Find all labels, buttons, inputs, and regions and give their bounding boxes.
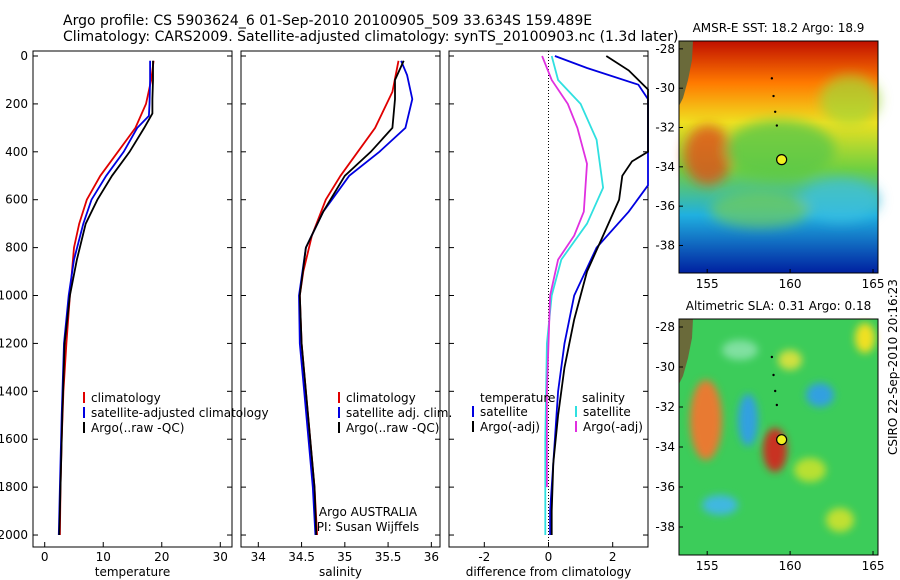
depth-tick-label: 800 <box>5 241 28 255</box>
difference-series-line-3 <box>541 55 588 488</box>
salinity-xlabel: salinity <box>319 565 362 579</box>
sst-track-dot <box>770 77 774 80</box>
temperature-xtick-label: 10 <box>96 550 111 564</box>
depth-tick-label: 1800 <box>0 480 28 494</box>
salinity-series-line-0 <box>298 60 400 536</box>
argo-annotation: Argo AUSTRALIA <box>319 505 418 519</box>
sst-map <box>678 40 880 274</box>
diff-legend-salinity-swatch <box>575 421 577 432</box>
temperature-legend-entry: Argo(..raw -QC) <box>91 421 184 435</box>
depth-tick-label: 200 <box>5 97 28 111</box>
depth-tick-label: 1600 <box>0 432 28 446</box>
sst-track-dot <box>772 94 775 98</box>
salinity-xtick-label: 34 <box>251 550 266 564</box>
temperature-xlabel: temperature <box>95 565 170 579</box>
sst-xtick-label: 165 <box>862 277 885 291</box>
diff-legend-temperature-swatch <box>472 406 474 417</box>
difference-xlabel: difference from climatology <box>466 565 632 579</box>
salinity-legend-entry: climatology <box>346 391 416 405</box>
diff-legend-temperature-entry: satellite <box>480 405 528 419</box>
diff-legend-salinity-entry: Argo(-adj) <box>583 420 643 434</box>
temperature-legend-entry: satellite-adjusted climatology <box>91 406 269 420</box>
salinity-legend-swatch <box>338 407 340 418</box>
salinity-series-line-2 <box>298 60 405 536</box>
temperature-series-line-2 <box>58 60 154 536</box>
salinity-series-line-1 <box>298 60 414 536</box>
sst-ytick-label: -28 <box>655 42 675 56</box>
sla-ytick-label: -34 <box>655 440 675 454</box>
temperature-legend-entry: climatology <box>91 391 161 405</box>
difference-xtick-label: -2 <box>478 550 490 564</box>
temperature-series-line-1 <box>57 60 152 536</box>
sst-map-title: AMSR-E SST: 18.2 Argo: 18.9 <box>693 21 865 35</box>
difference-panel-frame <box>448 50 649 548</box>
salinity-xtick-label: 35.5 <box>375 550 402 564</box>
sst-ytick-label: -34 <box>655 160 675 174</box>
temperature-legend-swatch <box>83 392 85 403</box>
sst-ytick-label: -30 <box>655 81 675 95</box>
sst-xtick-label: 155 <box>696 277 719 291</box>
salinity-xtick-label: 34.5 <box>288 550 315 564</box>
sla-ytick-label: -36 <box>655 480 675 494</box>
sst-xtick-label: 160 <box>779 277 802 291</box>
sla-xtick-label: 165 <box>862 559 885 573</box>
depth-tick-label: 1400 <box>0 384 28 398</box>
temperature-series-line-0 <box>59 60 155 536</box>
sst-ytick-label: -32 <box>655 121 675 135</box>
temperature-legend-swatch <box>83 422 85 433</box>
salinity-legend-swatch <box>338 392 340 403</box>
diff-legend-heading: salinity <box>582 391 625 405</box>
temperature-xtick-label: 30 <box>213 550 228 564</box>
diff-legend-temperature-swatch <box>472 421 474 432</box>
salinity-panel-frame <box>240 50 441 548</box>
temperature-xtick-label: 0 <box>41 550 49 564</box>
sla-argo-marker <box>776 434 788 446</box>
depth-tick-label: 1000 <box>0 289 28 303</box>
sst-argo-marker <box>776 154 788 166</box>
temperature-legend-swatch <box>83 407 85 418</box>
climatology-subtitle: Climatology: CARS2009. Satellite-adjuste… <box>63 29 679 45</box>
sla-ytick-label: -32 <box>655 400 675 414</box>
salinity-legend-swatch <box>338 422 340 433</box>
difference-xtick-label: 0 <box>545 550 553 564</box>
temperature-panel-frame <box>32 50 233 548</box>
diff-legend-salinity-swatch <box>575 406 577 417</box>
depth-tick-label: 2000 <box>0 528 28 542</box>
sst-track-dot <box>775 124 779 127</box>
sla-map-title: Altimetric SLA: 0.31 Argo: 0.18 <box>686 299 871 313</box>
sla-ytick-label: -30 <box>655 360 675 374</box>
difference-xtick-label: 2 <box>609 550 617 564</box>
depth-tick-label: 400 <box>5 145 28 159</box>
depth-tick-label: 0 <box>20 49 28 63</box>
difference-series-line-1 <box>550 55 649 535</box>
sst-track-dot <box>773 110 777 113</box>
salinity-xtick-label: 36 <box>424 550 439 564</box>
depth-tick-label: 1200 <box>0 336 28 350</box>
sla-xtick-label: 160 <box>779 559 802 573</box>
sst-ytick-label: -38 <box>655 238 675 252</box>
difference-series-line-2 <box>544 55 605 535</box>
sla-ytick-label: -38 <box>655 520 675 534</box>
salinity-legend-entry: satellite adj. clim. <box>346 406 452 420</box>
sst-ytick-label: -36 <box>655 199 675 213</box>
sla-ytick-label: -28 <box>655 320 675 334</box>
difference-series-line-0 <box>549 55 649 535</box>
sla-track-dot <box>775 403 779 407</box>
argo-annotation: PI: Susan Wijffels <box>317 520 419 534</box>
diff-legend-salinity-entry: satellite <box>583 405 631 419</box>
profile-title: Argo profile: CS 5903624_6 01-Sep-2010 2… <box>63 13 593 29</box>
temperature-xtick-label: 20 <box>154 550 169 564</box>
sla-track-dot <box>773 389 777 393</box>
sla-track-dot <box>772 373 775 377</box>
salinity-xtick-label: 35 <box>337 550 352 564</box>
sla-xtick-label: 155 <box>696 559 719 573</box>
salinity-legend-entry: Argo(..raw -QC) <box>346 421 439 435</box>
sla-track-dot <box>770 355 774 359</box>
csiro-timestamp: CSIRO 22-Sep-2010 20:16:23 <box>886 279 900 455</box>
diff-legend-heading: temperature <box>480 391 555 405</box>
diff-legend-temperature-entry: Argo(-adj) <box>480 420 540 434</box>
depth-tick-label: 600 <box>5 193 28 207</box>
